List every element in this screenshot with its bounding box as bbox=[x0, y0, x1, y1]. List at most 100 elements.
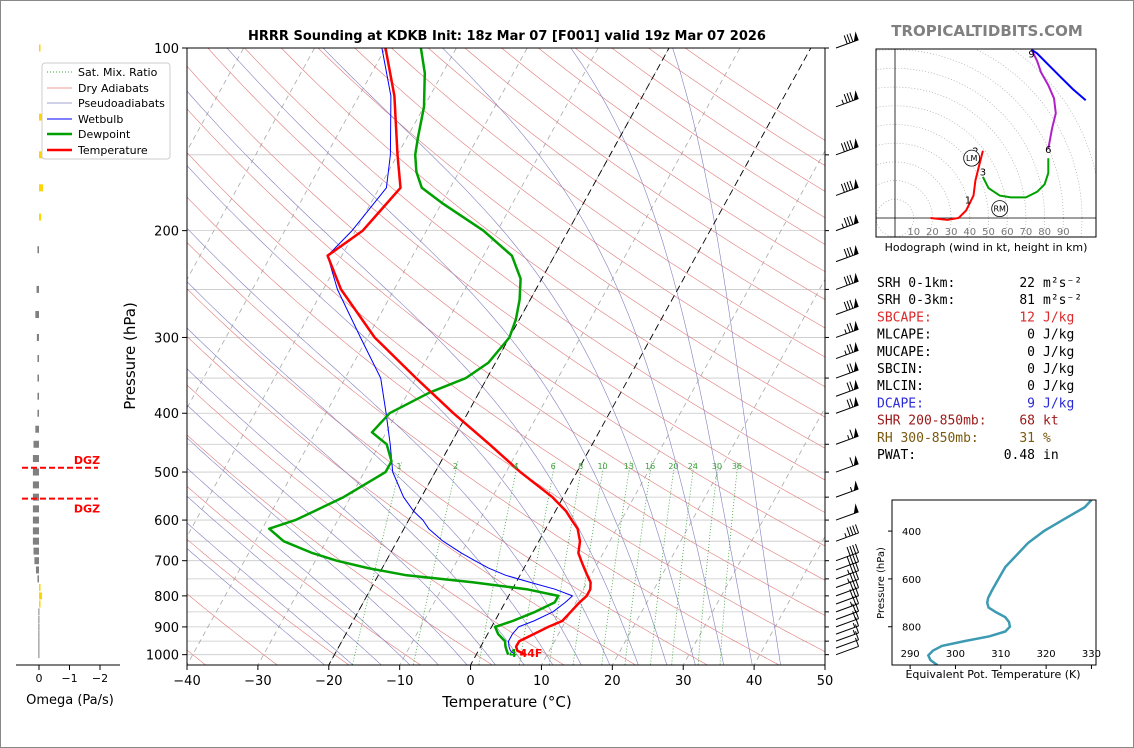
barb-full bbox=[849, 246, 854, 256]
barb-flag bbox=[853, 361, 859, 372]
barb-full bbox=[849, 180, 854, 190]
legend: Sat. Mix. Ratio Dry Adiabats Pseudoadiab… bbox=[41, 62, 171, 160]
index-value: 0 bbox=[1027, 362, 1035, 377]
barb-full bbox=[849, 215, 854, 225]
omega-bar bbox=[39, 584, 41, 592]
omega-bar bbox=[39, 113, 44, 121]
barb-half bbox=[847, 578, 850, 583]
barb-half bbox=[844, 533, 847, 538]
pseudoadiabat bbox=[187, 437, 439, 665]
hodograph-ring-label: 60 bbox=[1001, 227, 1014, 238]
indices-table: SRH 0-1km: 22 m²s⁻² SRH 0-3km: 81 m²s⁻² SBCAPE… bbox=[877, 276, 1082, 463]
barb-full bbox=[843, 182, 848, 192]
pseudoadiabat bbox=[570, 48, 753, 665]
barb-full bbox=[846, 93, 851, 102]
barb-full bbox=[855, 553, 860, 562]
dgz-markers: DGZ DGZ bbox=[22, 454, 100, 516]
barb-flag bbox=[853, 31, 859, 42]
barb-full bbox=[852, 571, 857, 581]
hodograph-trace bbox=[930, 49, 1087, 221]
theta-e-panel: 290 300 310 320 330 400 600 800 Equivalent Pot.… bbox=[876, 499, 1101, 681]
pseudoadiabat bbox=[187, 404, 468, 665]
omega-bar bbox=[35, 566, 39, 574]
dry-adiabat bbox=[280, 48, 825, 449]
barb-half bbox=[849, 486, 853, 492]
theta-e-x-tick-label: 320 bbox=[1037, 649, 1056, 660]
temperature-tick-label: 40 bbox=[746, 674, 763, 689]
barb-full bbox=[846, 344, 851, 354]
barb-half bbox=[844, 329, 847, 334]
omega-bar bbox=[32, 493, 39, 501]
barb-full bbox=[849, 274, 854, 284]
isotherm-line bbox=[753, 535, 825, 665]
omega-bar bbox=[37, 409, 39, 417]
omega-panel: DGZ DGZ 0 −1 −2 Omega (Pa/s) bbox=[16, 44, 120, 708]
wind-barb bbox=[835, 361, 859, 379]
legend-label-dry: Dry Adiabats bbox=[78, 82, 149, 95]
barb-full bbox=[855, 543, 860, 553]
barb-full bbox=[846, 399, 851, 409]
pseudoadiabat bbox=[187, 327, 525, 665]
pseudoadiabat bbox=[322, 48, 696, 665]
mixing-ratio-label: 16 bbox=[645, 462, 655, 471]
mixing-ratio-line bbox=[601, 461, 631, 665]
omega-bar bbox=[33, 547, 39, 555]
pseudoadiabat bbox=[187, 522, 354, 665]
barb-full bbox=[852, 544, 857, 554]
barb-staff bbox=[835, 552, 859, 562]
wind-barb bbox=[835, 637, 860, 656]
index-unit: in bbox=[1043, 448, 1059, 463]
index-unit: J/kg bbox=[1043, 396, 1074, 411]
dry-adiabat bbox=[244, 48, 825, 481]
barb-flag bbox=[853, 272, 859, 283]
pseudoadiabat bbox=[672, 48, 782, 665]
barb-flag bbox=[853, 503, 859, 514]
wind-barbs bbox=[835, 31, 860, 656]
omega-bar bbox=[39, 592, 43, 600]
index-label: MLCIN: bbox=[877, 379, 924, 394]
barb-half bbox=[852, 622, 856, 628]
dry-adiabat bbox=[317, 48, 825, 418]
barb-full bbox=[852, 525, 857, 535]
index-label: MLCAPE: bbox=[877, 328, 932, 343]
theta-e-x-tick-label: 330 bbox=[1082, 649, 1101, 660]
omega-bar bbox=[35, 425, 39, 433]
barb-staff bbox=[835, 532, 859, 542]
dry-adiabat bbox=[187, 288, 709, 665]
barb-full bbox=[855, 562, 860, 571]
hodograph-height-label: 9 bbox=[1028, 49, 1034, 60]
index-unit: J/kg bbox=[1043, 345, 1074, 360]
mixing-ratio-label: 10 bbox=[597, 462, 607, 471]
barb-staff bbox=[835, 645, 859, 656]
omega-xlabel: Omega (Pa/s) bbox=[26, 693, 114, 708]
mixing-ratio-line bbox=[412, 461, 459, 665]
omega-bar bbox=[35, 311, 39, 319]
barb-full bbox=[849, 398, 854, 408]
wind-barb bbox=[835, 90, 859, 108]
barb-full bbox=[846, 527, 851, 537]
isotherm-line bbox=[0, 34, 38, 667]
skewt-frame bbox=[186, 47, 826, 666]
isotherm-line bbox=[611, 278, 825, 665]
barb-full bbox=[849, 92, 854, 101]
legend-box bbox=[41, 62, 171, 160]
barb-full bbox=[852, 554, 857, 563]
omega-bar bbox=[37, 246, 39, 254]
barb-full bbox=[855, 624, 860, 634]
index-unit: % bbox=[1043, 431, 1051, 446]
omega-bar bbox=[33, 440, 39, 448]
temperature-tick-label: 10 bbox=[533, 674, 550, 689]
barb-flag bbox=[853, 90, 859, 101]
barb-staff bbox=[835, 578, 859, 588]
wind-barb bbox=[835, 587, 860, 605]
surface-dewpoint-label: 4 bbox=[509, 647, 517, 660]
omega-bars bbox=[32, 44, 44, 659]
temperature-tick-label: 50 bbox=[817, 674, 834, 689]
omega-bar bbox=[36, 333, 39, 341]
legend-label-mix: Sat. Mix. Ratio bbox=[78, 66, 158, 79]
barb-full bbox=[855, 617, 860, 627]
mixing-ratio-line bbox=[572, 461, 605, 665]
mixing-ratio-label: 2 bbox=[453, 462, 458, 471]
hodograph-segment-blue bbox=[1030, 49, 1087, 101]
